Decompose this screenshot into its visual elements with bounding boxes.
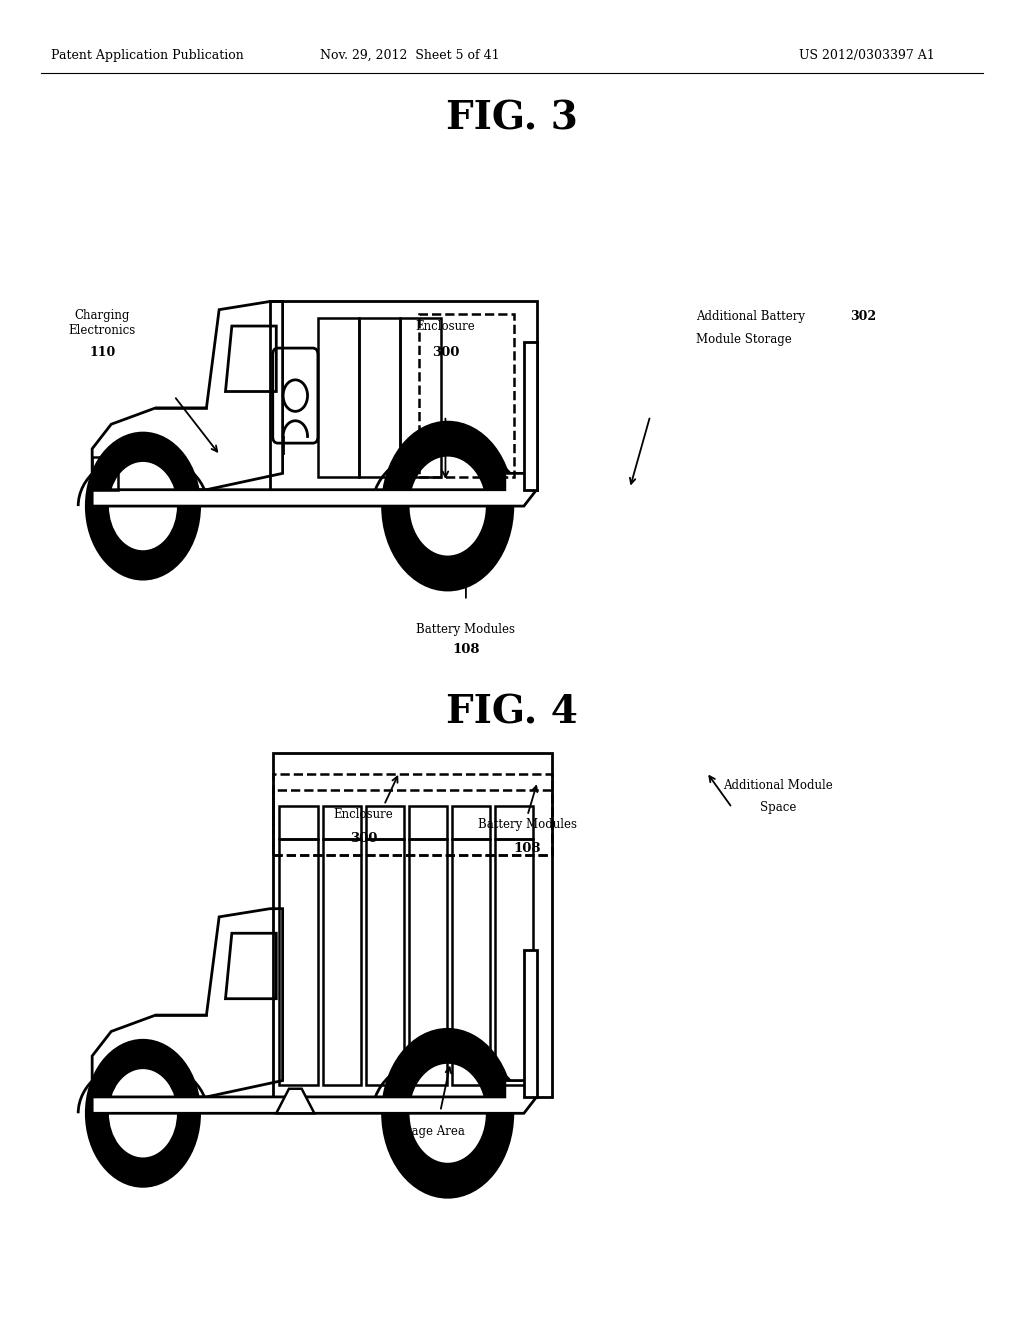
Bar xyxy=(453,840,490,1085)
Text: Space: Space xyxy=(760,801,797,814)
Text: Nov. 29, 2012  Sheet 5 of 41: Nov. 29, 2012 Sheet 5 of 41 xyxy=(319,49,500,62)
Circle shape xyxy=(383,422,513,590)
Polygon shape xyxy=(276,1089,314,1113)
Bar xyxy=(280,840,317,1085)
Bar xyxy=(496,840,534,1085)
Bar xyxy=(323,840,360,1085)
Text: Module Storage: Module Storage xyxy=(696,333,793,346)
Bar xyxy=(273,754,553,1097)
Text: 110: 110 xyxy=(89,346,116,359)
Circle shape xyxy=(409,455,486,557)
Bar xyxy=(273,789,553,855)
Bar xyxy=(409,807,447,840)
Text: Storage Area: Storage Area xyxy=(385,1125,465,1138)
Bar xyxy=(496,807,534,840)
Bar xyxy=(273,774,553,855)
Circle shape xyxy=(108,1068,178,1159)
Bar xyxy=(366,840,403,1085)
Text: Enclosure: Enclosure xyxy=(334,808,393,821)
Bar xyxy=(453,807,490,840)
Circle shape xyxy=(108,461,178,552)
Text: Battery Modules: Battery Modules xyxy=(478,818,577,832)
Circle shape xyxy=(383,1030,513,1197)
Bar xyxy=(280,807,317,840)
Text: FIG. 3: FIG. 3 xyxy=(446,99,578,137)
Text: 300: 300 xyxy=(432,346,459,359)
Bar xyxy=(366,807,403,840)
Bar xyxy=(419,314,514,478)
Polygon shape xyxy=(524,949,537,1097)
Text: Enclosure: Enclosure xyxy=(416,319,475,333)
Text: US 2012/0303397 A1: US 2012/0303397 A1 xyxy=(799,49,935,62)
Text: 108: 108 xyxy=(453,643,479,656)
Text: Charging
Electronics: Charging Electronics xyxy=(69,309,136,337)
Bar xyxy=(323,807,360,840)
Text: Additional Module: Additional Module xyxy=(723,779,834,792)
Text: FIG. 4: FIG. 4 xyxy=(446,693,578,731)
Bar xyxy=(317,318,358,478)
Bar xyxy=(358,318,400,478)
Bar xyxy=(270,301,537,490)
Text: Battery Modules: Battery Modules xyxy=(417,623,515,636)
Text: Patent Application Publication: Patent Application Publication xyxy=(51,49,244,62)
Polygon shape xyxy=(524,342,537,490)
Text: 302: 302 xyxy=(850,310,877,323)
Bar xyxy=(409,840,447,1085)
Text: 108: 108 xyxy=(514,842,541,855)
Circle shape xyxy=(86,433,200,579)
Text: Additional Battery: Additional Battery xyxy=(696,310,805,323)
Text: 300: 300 xyxy=(350,832,377,845)
Circle shape xyxy=(409,1063,486,1164)
Bar xyxy=(400,318,441,478)
Circle shape xyxy=(86,1040,200,1187)
Polygon shape xyxy=(92,474,537,506)
Bar xyxy=(92,457,118,490)
Polygon shape xyxy=(92,1081,537,1113)
